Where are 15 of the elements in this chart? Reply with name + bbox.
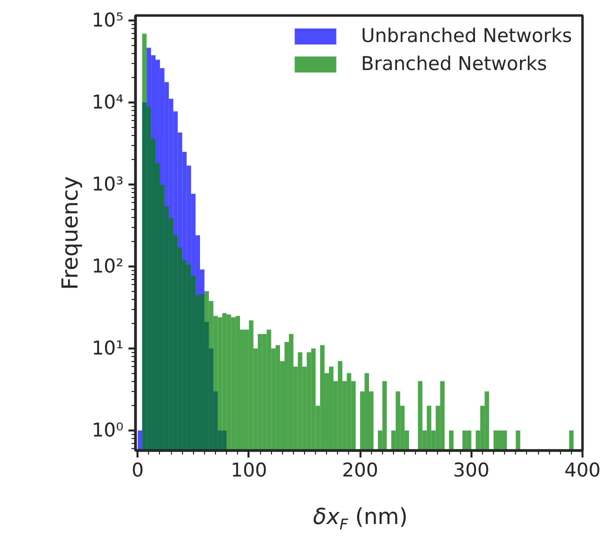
legend-label: Branched Networks: [360, 53, 548, 75]
legend-label: Unbranched Networks: [360, 25, 572, 47]
y-tick-label: 10¹: [92, 337, 124, 360]
y-tick-label: 10²: [92, 255, 124, 278]
x-tick-label: 0: [132, 460, 144, 482]
y-tick-label: 10⁰: [92, 419, 124, 442]
x-tick-label: 200: [342, 460, 378, 482]
x-axis-title: δx$_{F}$ (nm): [313, 504, 408, 536]
x-tick-label: 300: [453, 460, 490, 482]
y-tick-label: 10³: [92, 173, 124, 196]
x-tick-label: 100: [230, 460, 268, 482]
y-tick-label: 10⁴: [92, 91, 124, 114]
y-axis-title: Frequency: [58, 176, 84, 290]
y-tick-label: 10⁵: [92, 9, 124, 32]
x-tick-label: 400: [564, 460, 601, 482]
